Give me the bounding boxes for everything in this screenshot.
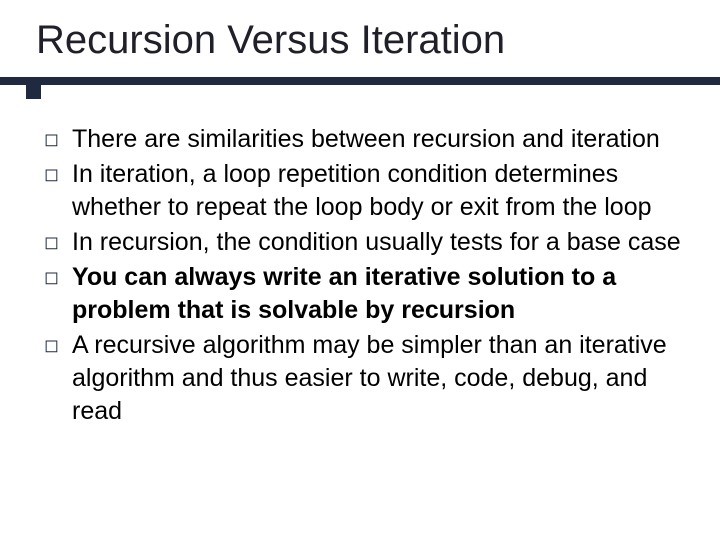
list-item-text: In iteration, a loop repetition conditio… xyxy=(72,158,688,224)
list-item: ◻ There are similarities between recursi… xyxy=(42,123,688,156)
bullet-icon: ◻ xyxy=(42,158,72,191)
list-item-text: A recursive algorithm may be simpler tha… xyxy=(72,329,688,428)
list-item-text: In recursion, the condition usually test… xyxy=(72,226,688,259)
bullet-icon: ◻ xyxy=(42,123,72,156)
list-item-text: There are similarities between recursion… xyxy=(72,123,688,156)
list-item: ◻ You can always write an iterative solu… xyxy=(42,261,688,327)
rule-bar xyxy=(0,77,720,85)
list-item: ◻ A recursive algorithm may be simpler t… xyxy=(42,329,688,428)
bullet-icon: ◻ xyxy=(42,329,72,362)
title-underline xyxy=(0,77,720,99)
list-item: ◻ In iteration, a loop repetition condit… xyxy=(42,158,688,224)
rule-tick xyxy=(26,85,41,99)
slide-title: Recursion Versus Iteration xyxy=(36,18,692,63)
slide: Recursion Versus Iteration ◻ There are s… xyxy=(0,0,720,540)
bullet-icon: ◻ xyxy=(42,261,72,294)
bullet-list: ◻ There are similarities between recursi… xyxy=(28,123,692,428)
bullet-icon: ◻ xyxy=(42,226,72,259)
list-item-text: You can always write an iterative soluti… xyxy=(72,261,688,327)
list-item: ◻ In recursion, the condition usually te… xyxy=(42,226,688,259)
